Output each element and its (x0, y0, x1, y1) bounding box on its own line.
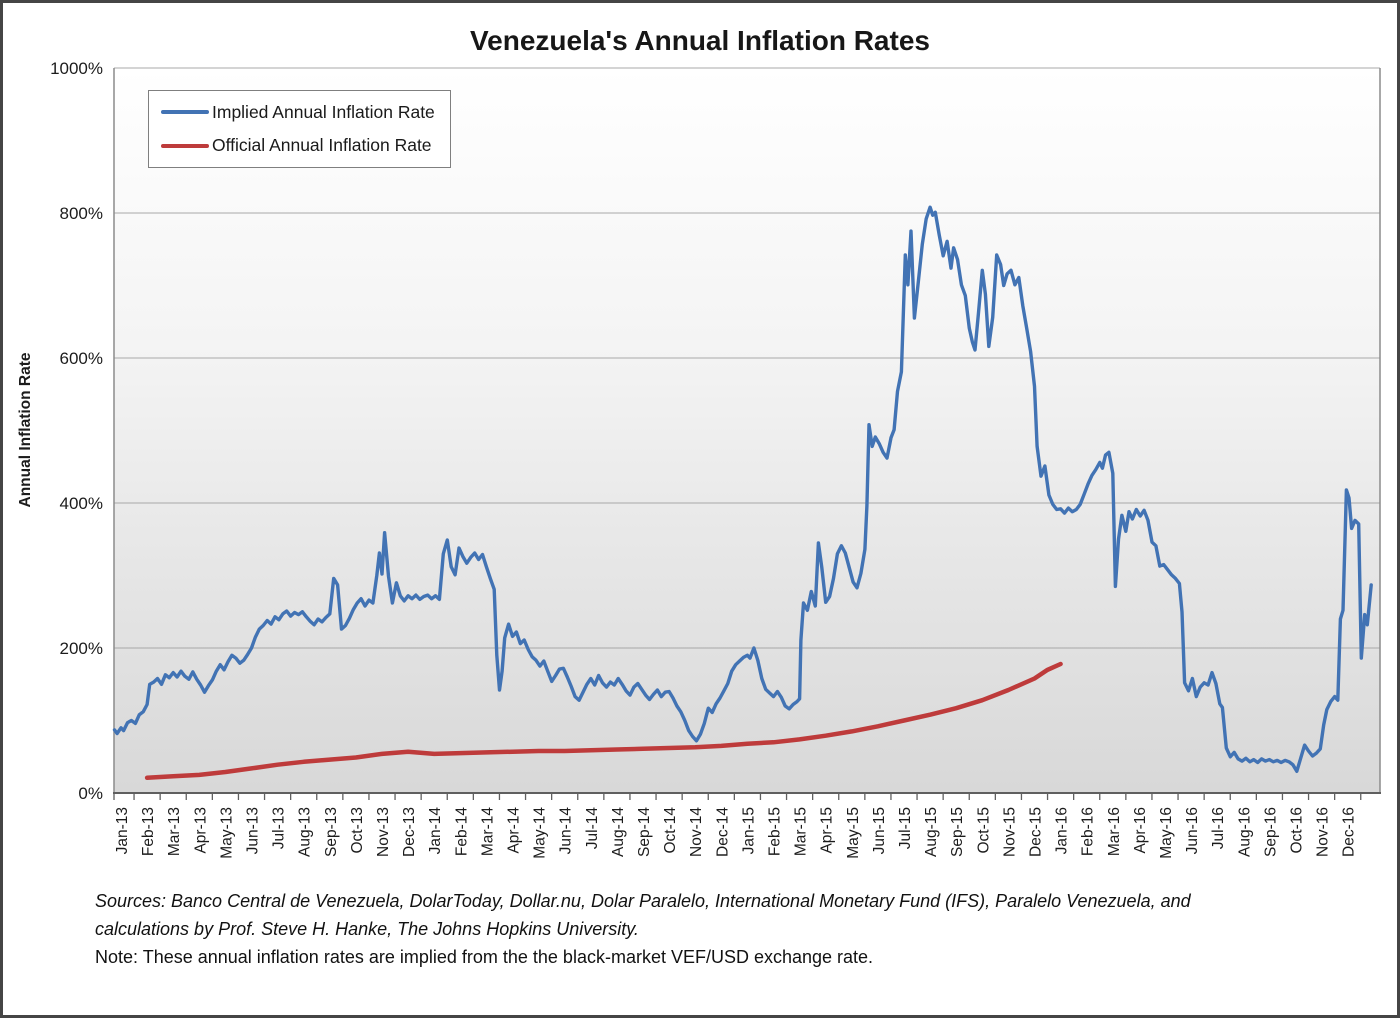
svg-text:Feb-15: Feb-15 (767, 807, 784, 856)
svg-text:Nov-14: Nov-14 (688, 807, 705, 857)
svg-text:Apr-15: Apr-15 (819, 807, 836, 854)
svg-text:Oct-15: Oct-15 (975, 807, 992, 854)
svg-text:Mar-13: Mar-13 (166, 807, 183, 856)
svg-text:May-15: May-15 (845, 807, 862, 859)
implied-series-line (112, 205, 1373, 773)
legend-item-implied: Implied Annual Inflation Rate (161, 98, 450, 126)
official-series-line-swatch (161, 143, 209, 148)
svg-text:Jan-15: Jan-15 (740, 807, 757, 854)
x-axis-ticks (113, 793, 1362, 800)
svg-text:Jul-14: Jul-14 (584, 807, 601, 850)
svg-text:Feb-16: Feb-16 (1080, 807, 1097, 856)
svg-text:Oct-13: Oct-13 (349, 807, 366, 854)
svg-text:400%: 400% (60, 494, 103, 513)
svg-text:600%: 600% (60, 349, 103, 368)
svg-text:Sep-15: Sep-15 (949, 807, 966, 857)
chart-footer: Sources: Banco Central de Venezuela, Dol… (95, 887, 1365, 971)
svg-text:Dec-13: Dec-13 (401, 807, 418, 857)
plot-background (114, 68, 1380, 793)
svg-text:1000%: 1000% (50, 59, 103, 78)
x-axis-labels: Jan-13 Feb-13 Mar-13 Apr-13 May-13 Jun-13 Jul-… (114, 807, 1358, 859)
svg-text:Mar-16: Mar-16 (1106, 807, 1123, 856)
svg-text:Mar-14: Mar-14 (479, 807, 496, 856)
legend-item-official: Official Annual Inflation Rate (161, 132, 450, 160)
svg-text:Jun-13: Jun-13 (245, 807, 262, 854)
svg-text:May-14: May-14 (532, 807, 549, 859)
svg-text:Jul-15: Jul-15 (897, 807, 914, 849)
svg-text:Jul-13: Jul-13 (271, 807, 288, 849)
implied-series-line-swatch (161, 110, 209, 115)
svg-text:Aug-15: Aug-15 (923, 807, 940, 857)
chart-legend: Implied Annual Inflation Rate Official A… (148, 90, 451, 168)
svg-text:Jun-14: Jun-14 (558, 807, 575, 855)
svg-text:Feb-14: Feb-14 (453, 807, 470, 856)
y-axis-title: Annual Inflation Rate (17, 352, 34, 507)
plot-area: 0% 200% 400% 600% 800% 1000% Annual Inflation … (17, 59, 1381, 859)
y-axis-labels: 0% 200% 400% 600% 800% 1000% (50, 59, 103, 803)
svg-text:Mar-15: Mar-15 (793, 807, 810, 856)
svg-text:Nov-13: Nov-13 (375, 807, 392, 857)
svg-text:Apr-13: Apr-13 (192, 807, 209, 854)
svg-text:800%: 800% (60, 204, 103, 223)
svg-text:Jul-16: Jul-16 (1210, 807, 1227, 849)
svg-text:May-16: May-16 (1158, 807, 1175, 859)
official-series-line (144, 661, 1063, 781)
svg-text:Dec-14: Dec-14 (714, 807, 731, 857)
svg-text:Aug-14: Aug-14 (610, 807, 627, 857)
page-title: Venezuela's Annual Inflation Rates (470, 25, 930, 56)
svg-text:Apr-16: Apr-16 (1132, 807, 1149, 854)
legend-label-official: Official Annual Inflation Rate (212, 135, 432, 156)
svg-text:Nov-16: Nov-16 (1315, 807, 1332, 857)
svg-text:Dec-16: Dec-16 (1341, 807, 1358, 857)
svg-text:Jan-13: Jan-13 (114, 807, 131, 854)
svg-text:Jun-15: Jun-15 (871, 807, 888, 854)
svg-text:Oct-16: Oct-16 (1289, 807, 1306, 854)
sources-line-2: calculations by Prof. Steve H. Hanke, Th… (95, 919, 639, 939)
note-line: Note: These annual inflation rates are i… (95, 947, 874, 967)
legend-label-implied: Implied Annual Inflation Rate (212, 101, 435, 122)
svg-text:Dec-15: Dec-15 (1028, 807, 1045, 857)
svg-text:May-13: May-13 (218, 807, 235, 859)
svg-text:Jun-16: Jun-16 (1184, 807, 1201, 854)
svg-text:Aug-16: Aug-16 (1236, 807, 1253, 857)
svg-text:Sep-14: Sep-14 (636, 807, 653, 857)
svg-text:Nov-15: Nov-15 (1001, 807, 1018, 857)
svg-text:Sep-16: Sep-16 (1262, 807, 1279, 857)
svg-text:Aug-13: Aug-13 (297, 807, 314, 857)
sources-line-1: Sources: Banco Central de Venezuela, Dol… (95, 891, 1191, 911)
svg-text:Feb-13: Feb-13 (140, 807, 157, 856)
svg-text:0%: 0% (78, 784, 103, 803)
svg-text:Jan-14: Jan-14 (427, 807, 444, 855)
svg-text:Sep-13: Sep-13 (323, 807, 340, 857)
svg-text:Apr-14: Apr-14 (506, 807, 523, 854)
svg-text:Oct-14: Oct-14 (662, 807, 679, 854)
gridlines (114, 67, 1380, 649)
svg-text:200%: 200% (60, 639, 103, 658)
svg-text:Jan-16: Jan-16 (1054, 807, 1071, 854)
